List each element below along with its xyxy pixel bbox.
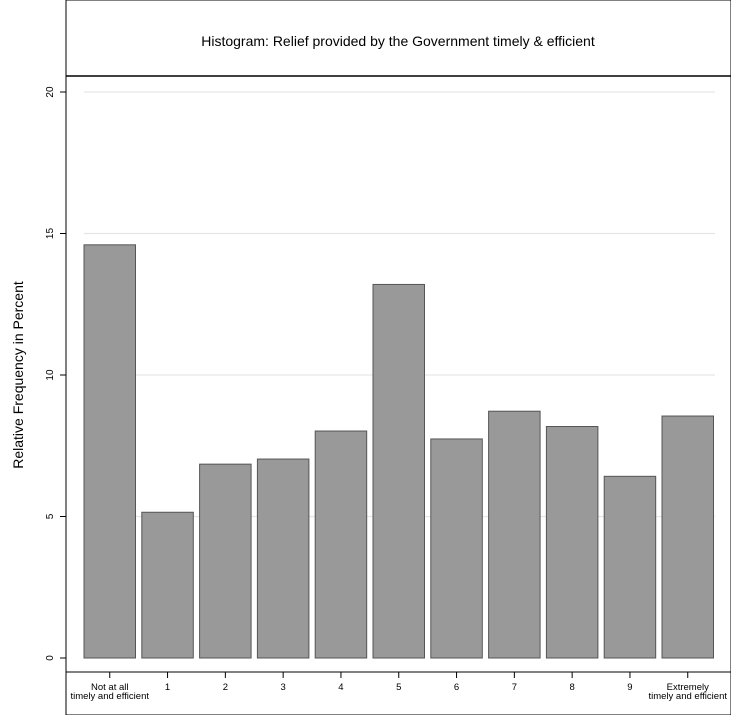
x-tick-label: 8 [570, 682, 575, 693]
bar [545, 426, 599, 659]
bar [83, 244, 136, 659]
bar [314, 430, 368, 659]
x-tick-label: 1 [165, 682, 170, 693]
x-tick-label: Not at all [91, 682, 129, 693]
bars [83, 244, 714, 659]
bar [372, 283, 425, 659]
x-tick-label: 6 [454, 682, 459, 693]
bar [488, 410, 541, 659]
y-tick-label: 5 [45, 513, 56, 519]
y-tick-label: 20 [45, 86, 56, 98]
x-tick-label: timely and efficient [70, 691, 149, 702]
y-tick-label: 10 [45, 369, 56, 381]
x-tick-label: 2 [223, 682, 228, 693]
x-tick-label: 3 [281, 682, 286, 693]
x-tick-label: 9 [627, 682, 632, 693]
bar [430, 438, 483, 659]
bar [256, 458, 310, 659]
bar [141, 511, 194, 659]
bar [661, 415, 714, 659]
x-tick-label: 7 [512, 682, 517, 693]
y-tick-label: 15 [45, 228, 56, 240]
y-tick-label: 0 [45, 655, 56, 661]
x-tick-label: 4 [338, 682, 343, 693]
x-tick-label: timely and efficient [648, 691, 727, 702]
x-tick-label: Extremely [667, 682, 709, 693]
chart-title: Histogram: Relief provided by the Govern… [201, 33, 595, 49]
y-axis-label: Relative Frequency in Percent [10, 281, 26, 469]
bar [603, 475, 657, 659]
x-tick-label: 5 [396, 682, 401, 693]
bar [199, 463, 252, 659]
